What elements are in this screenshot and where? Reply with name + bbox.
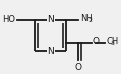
Text: 2: 2 <box>89 18 93 23</box>
Text: CH: CH <box>106 37 118 46</box>
Text: O: O <box>93 37 100 46</box>
Text: N: N <box>47 47 54 56</box>
Text: O: O <box>74 63 81 72</box>
Text: N: N <box>47 15 54 24</box>
Text: HO: HO <box>2 15 15 24</box>
Text: NH: NH <box>80 14 93 23</box>
Text: 3: 3 <box>111 41 115 46</box>
